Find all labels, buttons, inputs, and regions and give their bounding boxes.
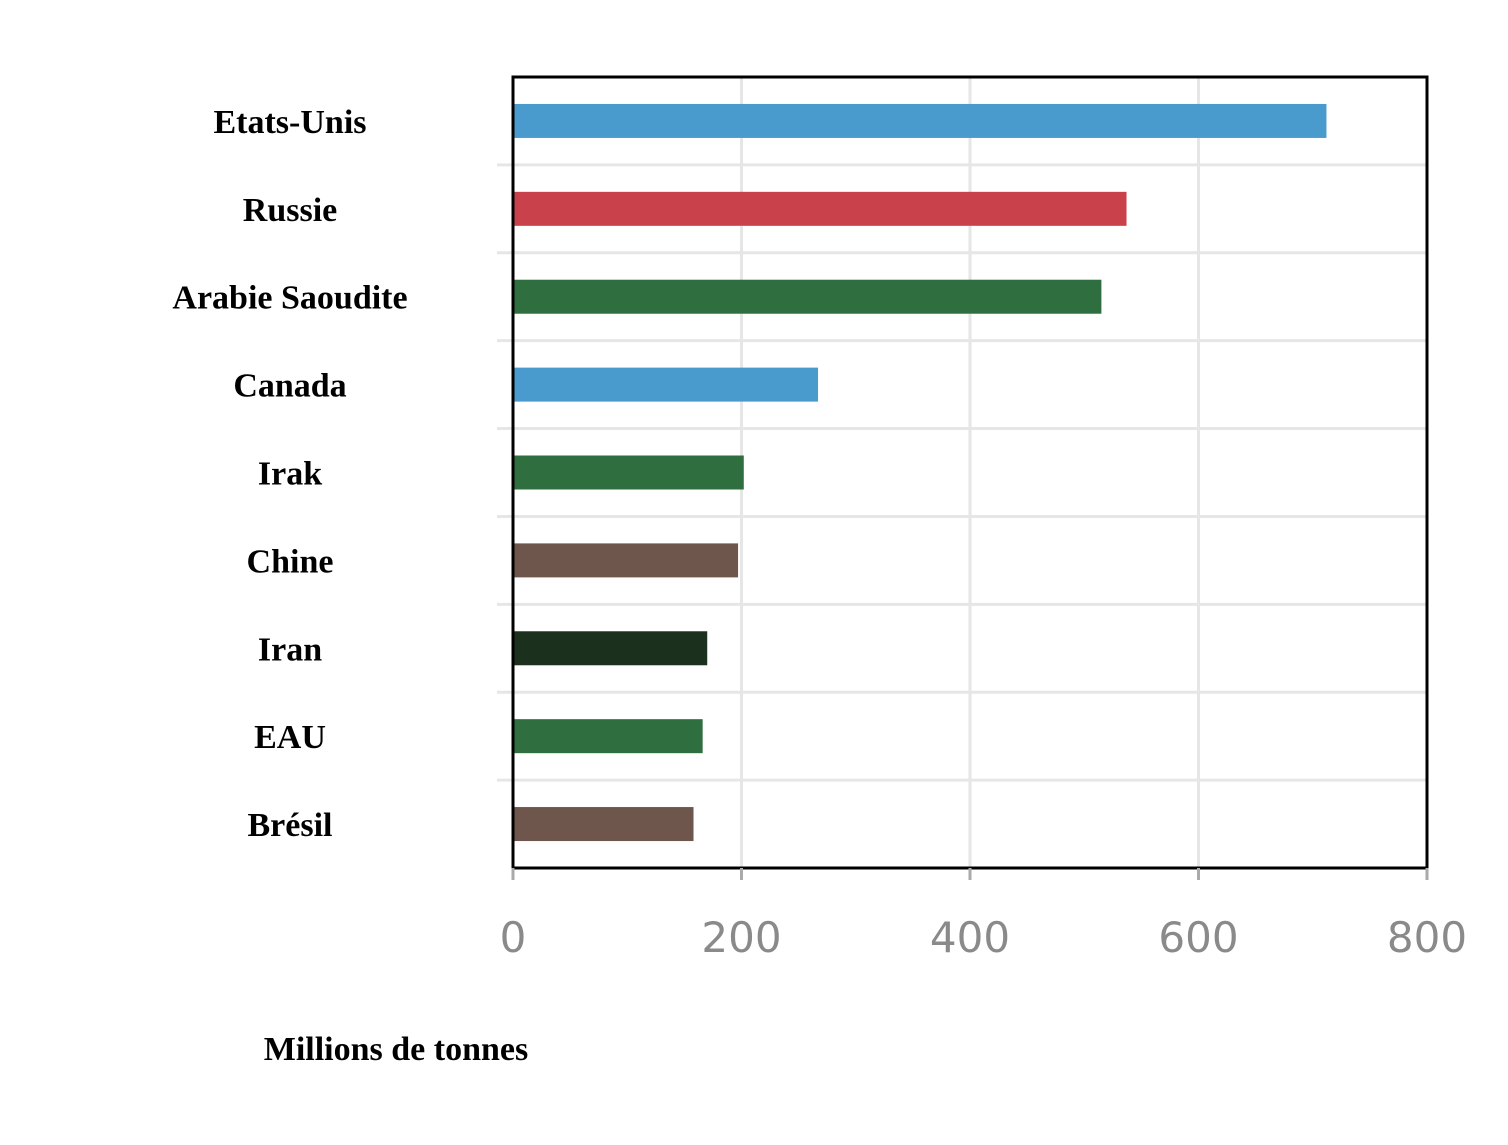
x-tick-label: 0 [500, 913, 527, 962]
category-label: Arabie Saoudite [172, 280, 407, 317]
bar [514, 455, 744, 490]
x-tick-label: 600 [1158, 913, 1238, 962]
bar [514, 279, 1102, 314]
bar [514, 719, 703, 754]
x-tick-label: 800 [1387, 913, 1467, 962]
bar [514, 367, 819, 402]
category-label: Chine [247, 543, 334, 580]
category-labels: Etats-Unis Russie Arabie Saoudite Canada Ira… [172, 104, 407, 844]
x-tick-label: 200 [701, 913, 781, 962]
category-label: Canada [233, 368, 346, 405]
bars [514, 103, 1327, 842]
category-label: Etats-Unis [213, 104, 366, 141]
x-tick-label: 400 [930, 913, 1010, 962]
bar [514, 191, 1127, 226]
bar [514, 631, 708, 666]
x-axis-title: Millions de tonnes [264, 1031, 528, 1068]
bar [514, 103, 1327, 138]
bar [514, 807, 694, 842]
bar [514, 543, 739, 578]
x-axis-ticks: 0 200 400 600 800 [500, 868, 1467, 962]
category-label: Irak [258, 456, 322, 493]
category-label: Iran [258, 631, 322, 668]
category-label: Russie [243, 192, 337, 229]
category-label: EAU [254, 719, 326, 756]
category-label: Brésil [248, 807, 333, 844]
